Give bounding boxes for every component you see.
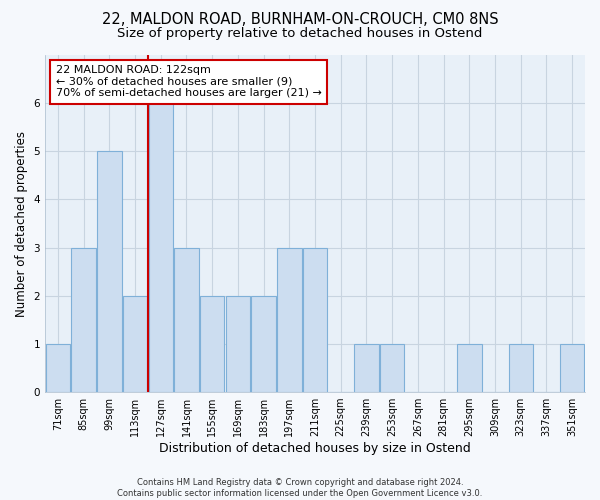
Text: Size of property relative to detached houses in Ostend: Size of property relative to detached ho… [118,28,482,40]
Bar [149,103,173,392]
Bar [380,344,404,392]
Bar [123,296,147,392]
Text: 22 MALDON ROAD: 122sqm
← 30% of detached houses are smaller (9)
70% of semi-deta: 22 MALDON ROAD: 122sqm ← 30% of detached… [56,65,322,98]
X-axis label: Distribution of detached houses by size in Ostend: Distribution of detached houses by size … [159,442,471,455]
Text: Contains HM Land Registry data © Crown copyright and database right 2024.
Contai: Contains HM Land Registry data © Crown c… [118,478,482,498]
Bar [303,248,327,392]
Bar [560,344,584,392]
Bar [509,344,533,392]
Y-axis label: Number of detached properties: Number of detached properties [15,130,28,316]
Bar [46,344,70,392]
Bar [226,296,250,392]
Text: 22, MALDON ROAD, BURNHAM-ON-CROUCH, CM0 8NS: 22, MALDON ROAD, BURNHAM-ON-CROUCH, CM0 … [101,12,499,28]
Bar [277,248,302,392]
Bar [457,344,482,392]
Bar [71,248,96,392]
Bar [251,296,276,392]
Bar [174,248,199,392]
Bar [97,152,122,392]
Bar [200,296,224,392]
Bar [354,344,379,392]
